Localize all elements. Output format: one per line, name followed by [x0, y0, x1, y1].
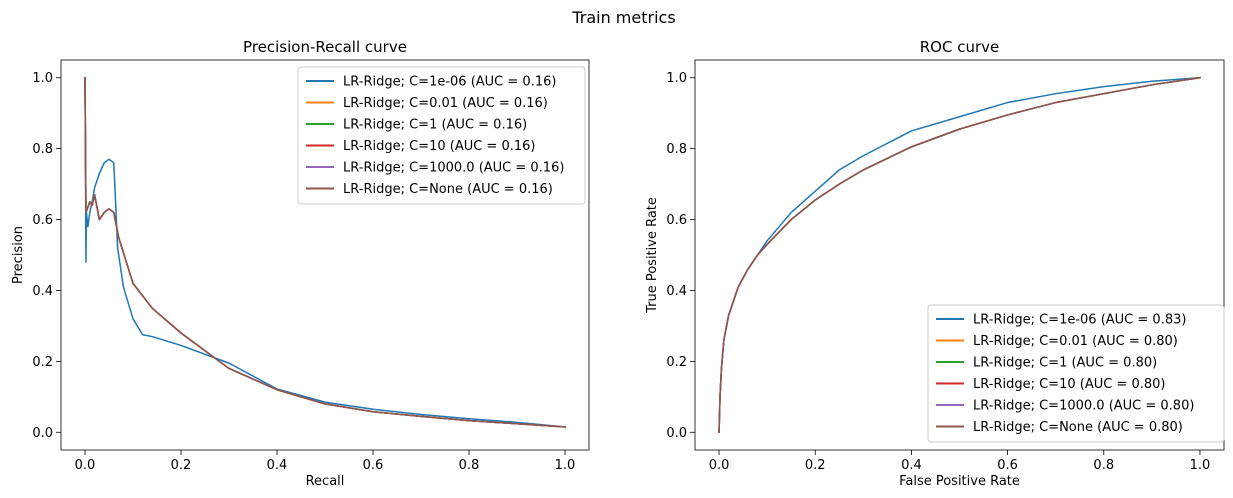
pr-chart-title: Precision-Recall curve — [243, 38, 407, 56]
roc-y-tick-label-4: 0.8 — [666, 142, 687, 157]
roc-y-axis-label: True Positive Rate — [645, 197, 660, 314]
pr-legend: LR-Ridge; C=1e-06 (AUC = 0.16) LR-Ridge; … — [297, 66, 586, 205]
roc-legend-label-4: LR-Ridge; C=1000.0 (AUC = 0.80) — [973, 399, 1194, 414]
roc-legend-label-0: LR-Ridge; C=1e-06 (AUC = 0.83) — [973, 313, 1186, 328]
pr-y-axis-label: Precision — [11, 226, 26, 284]
roc-x-tick-label-0: 0.0 — [709, 458, 730, 473]
roc-legend-label-5: LR-Ridge; C=None (AUC = 0.80) — [973, 420, 1183, 435]
pr-x-axis-label: Recall — [306, 474, 345, 489]
figure-suptitle: Train metrics — [571, 8, 675, 27]
roc-y-tick-label-5: 1.0 — [666, 71, 687, 86]
roc-legend-label-3: LR-Ridge; C=10 (AUC = 0.80) — [973, 377, 1165, 392]
pr-x-tick-label-0: 0.0 — [75, 458, 96, 473]
pr-legend-label-3: LR-Ridge; C=10 (AUC = 0.16) — [343, 139, 535, 154]
pr-legend-label-1: LR-Ridge; C=0.01 (AUC = 0.16) — [343, 96, 548, 111]
roc-y-tick-label-1: 0.2 — [666, 355, 687, 370]
roc-y-tick-label-2: 0.4 — [666, 284, 687, 299]
pr-series-line-0 — [84, 76, 566, 428]
roc-legend-label-1: LR-Ridge; C=0.01 (AUC = 0.80) — [973, 334, 1178, 349]
pr-legend-label-5: LR-Ridge; C=None (AUC = 0.16) — [343, 182, 553, 197]
pr-legend-label-2: LR-Ridge; C=1 (AUC = 0.16) — [343, 118, 527, 133]
roc-series-line-5 — [718, 76, 1201, 434]
roc-x-tick-label-4: 0.8 — [1093, 458, 1114, 473]
pr-x-tick-label-1: 0.2 — [171, 458, 192, 473]
roc-legend-label-2: LR-Ridge; C=1 (AUC = 0.80) — [973, 356, 1157, 371]
pr-legend-box — [297, 66, 586, 205]
roc-chart-title: ROC curve — [920, 38, 1000, 56]
roc-axes-frame — [694, 59, 1225, 451]
roc-y-tick-label-3: 0.6 — [666, 213, 687, 228]
roc-legend-box — [927, 304, 1225, 443]
pr-series-line-5 — [84, 76, 566, 428]
roc-x-tick-label-3: 0.6 — [997, 458, 1018, 473]
pr-x-tick-label-2: 0.4 — [267, 458, 288, 473]
roc-x-axis-label: False Positive Rate — [899, 474, 1020, 489]
pr-y-tick-label-2: 0.4 — [32, 284, 53, 299]
pr-x-tick-label-4: 0.8 — [459, 458, 480, 473]
roc-x-tick-label-1: 0.2 — [805, 458, 826, 473]
pr-legend-label-4: LR-Ridge; C=1000.0 (AUC = 0.16) — [343, 161, 564, 176]
pr-y-tick-label-5: 1.0 — [32, 71, 53, 86]
roc-x-tick-label-5: 1.0 — [1190, 458, 1211, 473]
roc-legend: LR-Ridge; C=1e-06 (AUC = 0.83) LR-Ridge; … — [927, 304, 1225, 443]
pr-axes-frame — [60, 59, 590, 451]
roc-chart: 0.0 0.2 0.4 0.6 0.8 1.0 0.0 0.2 0.4 0.6 0.8 1.0 ROC … — [645, 38, 1225, 489]
pr-x-tick-label-3: 0.6 — [363, 458, 384, 473]
pr-y-tick-label-4: 0.8 — [32, 142, 53, 157]
pr-y-tick-label-3: 0.6 — [32, 213, 53, 228]
roc-y-tick-label-0: 0.0 — [666, 426, 687, 441]
roc-x-tick-label-2: 0.4 — [901, 458, 922, 473]
pr-y-tick-label-1: 0.2 — [32, 355, 53, 370]
pr-x-tick-label-5: 1.0 — [555, 458, 576, 473]
precision-recall-chart: 0.0 0.2 0.4 0.6 0.8 1.0 0.0 0.2 0.4 0.6 0.8 1.0 Prec… — [11, 38, 590, 489]
pr-y-tick-label-0: 0.0 — [32, 426, 53, 441]
pr-legend-label-0: LR-Ridge; C=1e-06 (AUC = 0.16) — [343, 75, 556, 90]
